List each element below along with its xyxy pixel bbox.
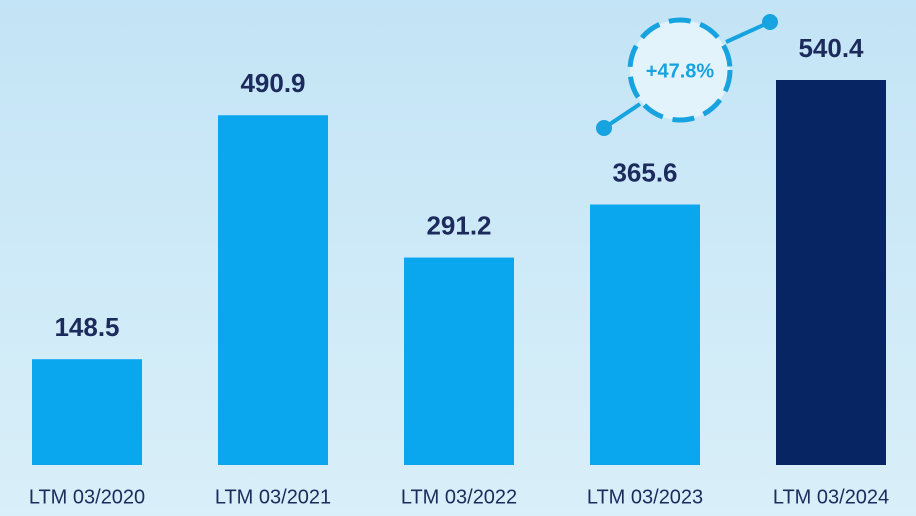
bar — [32, 359, 142, 465]
bar — [404, 257, 514, 465]
x-tick-label: LTM 03/2023 — [587, 486, 703, 508]
value-label: 291.2 — [426, 210, 491, 240]
value-label: 365.6 — [612, 157, 677, 187]
bar — [218, 115, 328, 466]
connector-dot — [596, 120, 612, 136]
bar — [776, 80, 886, 465]
value-label: 490.9 — [240, 68, 305, 98]
growth-callout: +47.8% — [596, 14, 778, 136]
x-tick-label: LTM 03/2022 — [401, 486, 517, 508]
bar — [590, 204, 700, 465]
x-tick-label: LTM 03/2021 — [215, 486, 331, 508]
growth-label: +47.8% — [646, 60, 715, 82]
callout-circle — [627, 17, 733, 123]
value-label: 540.4 — [798, 33, 864, 63]
connector-dot — [762, 14, 778, 30]
value-label: 148.5 — [54, 312, 119, 342]
connector — [725, 20, 771, 44]
x-tick-label: LTM 03/2024 — [773, 486, 889, 508]
x-tick-label: LTM 03/2020 — [29, 486, 145, 508]
